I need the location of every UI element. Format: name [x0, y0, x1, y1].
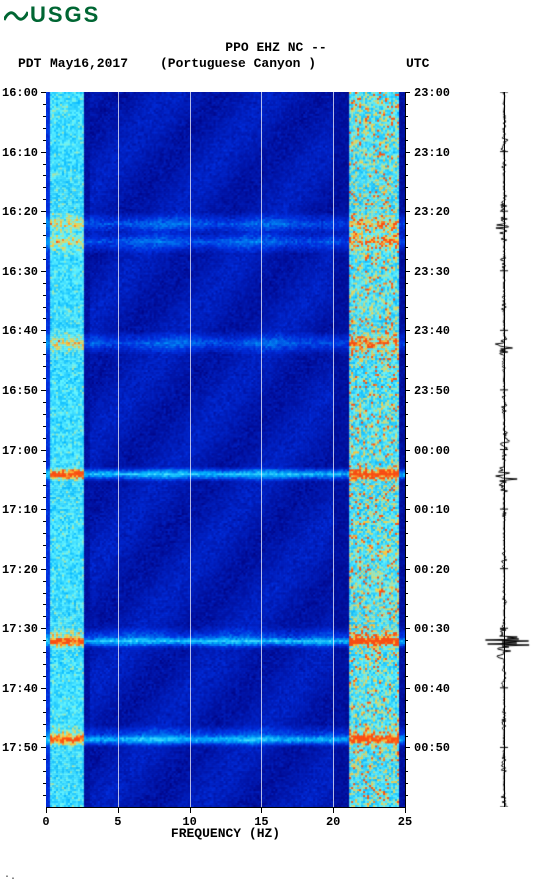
y-right-label: 23:10 — [414, 146, 450, 160]
y-left-label: 17:10 — [2, 503, 38, 517]
y-right-label: 00:20 — [414, 563, 450, 577]
x-tick-label: 10 — [182, 815, 196, 829]
usgs-logo: USGS — [4, 2, 100, 28]
grid-vline — [333, 92, 334, 807]
y-left-label: 17:40 — [2, 682, 38, 696]
y-left-label: 16:30 — [2, 265, 38, 279]
y-left-label: 16:50 — [2, 384, 38, 398]
y-left-label: 16:10 — [2, 146, 38, 160]
grid-vline — [261, 92, 262, 807]
seismogram-trace — [474, 92, 534, 807]
usgs-logo-text: USGS — [30, 2, 100, 28]
x-tick-label: 20 — [326, 815, 340, 829]
y-left-label: 17:20 — [2, 563, 38, 577]
y-left-label: 16:40 — [2, 324, 38, 338]
y-right-label: 00:00 — [414, 444, 450, 458]
y-right-label: 23:40 — [414, 324, 450, 338]
usgs-wave-icon — [4, 6, 28, 24]
grid-vline — [190, 92, 191, 807]
y-right-label: 23:30 — [414, 265, 450, 279]
footer-mark: ·. — [4, 872, 16, 883]
x-tick-label: 0 — [42, 815, 49, 829]
x-tick-label: 5 — [114, 815, 121, 829]
y-left-label: 17:00 — [2, 444, 38, 458]
y-right-label: 23:20 — [414, 205, 450, 219]
y-right-label: 23:50 — [414, 384, 450, 398]
y-right-label: 00:30 — [414, 622, 450, 636]
y-right-label: 00:40 — [414, 682, 450, 696]
tz-right-label: UTC — [406, 56, 429, 71]
tz-left-label: PDT — [18, 56, 41, 71]
x-axis — [46, 807, 405, 808]
y-left-labels: 16:0016:1016:2016:3016:4016:5017:0017:10… — [2, 92, 46, 807]
y-left-label: 16:00 — [2, 86, 38, 100]
y-left-label: 17:50 — [2, 741, 38, 755]
station-line: PPO EHZ NC -- — [0, 40, 552, 55]
location-label: (Portuguese Canyon ) — [160, 56, 316, 71]
y-right-label: 23:00 — [414, 86, 450, 100]
spectrogram-chart — [46, 92, 405, 807]
x-tick-label: 15 — [254, 815, 268, 829]
y-left-label: 16:20 — [2, 205, 38, 219]
grid-vline — [118, 92, 119, 807]
y-right-label: 00:10 — [414, 503, 450, 517]
x-tick-label: 25 — [398, 815, 412, 829]
date-label: May16,2017 — [50, 56, 128, 71]
spectrogram-canvas — [46, 92, 405, 807]
y-right-labels: 23:0023:1023:2023:3023:4023:5000:0000:10… — [414, 92, 458, 807]
y-right-label: 00:50 — [414, 741, 450, 755]
xaxis-title: FREQUENCY (HZ) — [46, 826, 405, 841]
y-left-label: 17:30 — [2, 622, 38, 636]
